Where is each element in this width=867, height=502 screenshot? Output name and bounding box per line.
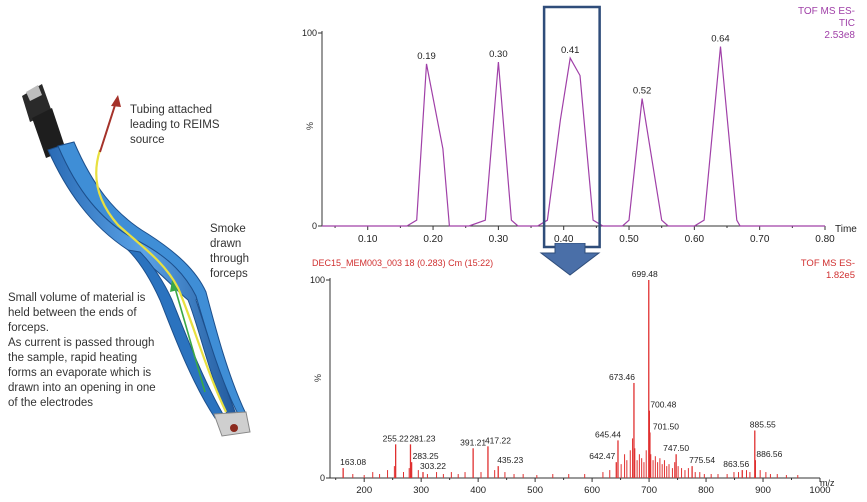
tic-x-tick-label: 0.10: [358, 234, 378, 245]
tic-x-tick-label: 0.60: [685, 234, 705, 245]
smoke-annotation: Smoke drawn through forceps: [210, 222, 290, 282]
ms-x-tick-label: 200: [356, 485, 372, 496]
ms-peak-label: 283.25: [413, 451, 439, 461]
tic-x-tick-label: 0.80: [815, 234, 835, 245]
material-line-8: of the electrodes: [8, 397, 94, 409]
material-line-4: As current is passed through: [8, 337, 155, 349]
tic-info-line-3: 2.53e8: [824, 30, 855, 41]
ms-peak-label: 163.08: [340, 457, 366, 467]
ms-y-tick-label: 0: [320, 473, 325, 483]
ms-x-tick-label: 700: [641, 485, 657, 496]
tubing-annotation: Tubing attached leading to REIMS source: [130, 103, 260, 148]
tic-info-line-1: TOF MS ES-: [798, 6, 855, 17]
tic-peak-label: 0.19: [417, 51, 436, 62]
ms-peak-label: 747.50: [663, 443, 689, 453]
material-line-6: forms an evaporate which is: [8, 367, 152, 379]
ms-peak-label: 775.54: [689, 455, 715, 465]
ms-x-tick-label: 500: [527, 485, 543, 496]
material-line-7: drawn into an opening in one: [8, 382, 156, 394]
ms-x-tick-label: 600: [584, 485, 600, 496]
tic-x-tick-label: 0.50: [619, 234, 639, 245]
ms-peak-label: 645.44: [595, 429, 621, 439]
ms-peak-label: 255.22: [383, 433, 409, 443]
ms-peak-label: 886.56: [756, 449, 782, 459]
ms-info-line-2: 1.82e5: [826, 270, 855, 281]
tic-x-tick-label: 0.40: [554, 234, 574, 245]
tubing-line-1: Tubing attached: [130, 104, 213, 116]
material-line-2: held between the ends of: [8, 307, 137, 319]
ms-peak-label: 863.56: [723, 459, 749, 469]
ms-y-tick-label: 100: [310, 275, 325, 285]
ms-peak-label: 673.46: [609, 372, 635, 382]
tic-y-tick-label: 0: [312, 221, 317, 231]
tubing-line: [95, 149, 227, 413]
smoke-arrowhead: [170, 280, 178, 292]
material-line-1: Small volume of material is: [8, 292, 146, 304]
ms-peak-label: 885.55: [750, 419, 776, 429]
ms-info-line-1: TOF MS ES-: [801, 258, 855, 269]
ms-peak-label: 417.22: [485, 435, 511, 445]
tic-ylabel: %: [305, 122, 315, 130]
tic-peak-label: 0.52: [633, 86, 652, 97]
smoke-line-3: through: [210, 253, 250, 265]
tic-x-tick-label: 0.30: [489, 234, 509, 245]
ms-peak-label: 391.21: [460, 437, 486, 447]
tubing-arrowhead: [111, 95, 121, 107]
ms-x-tick-label: 300: [413, 485, 429, 496]
ms-peak-label: 699.48: [632, 269, 658, 279]
tic-chromatogram: 0.10 0.20 0.30 0.40 0.50 0.60 0.70 0.80 0 100 0.1…: [302, 5, 857, 249]
mass-spectrum: DEC15_MEM003_003 18 (0.283) Cm (15:22) T…: [310, 258, 855, 496]
ms-axes: 200 300 400 500 600 700 800 900 1000 0 100: [310, 275, 831, 496]
selection-box: [542, 5, 601, 249]
tic-info-line-2: TIC: [839, 18, 855, 29]
material-annotation: Small volume of material is held between…: [8, 291, 198, 411]
ms-x-tick-label: 900: [755, 485, 771, 496]
ms-peak-label: 701.50: [653, 421, 679, 431]
smoke-line-2: drawn: [210, 238, 242, 250]
ms-peak-label: 435.23: [497, 455, 523, 465]
ms-ylabel: %: [313, 374, 323, 382]
smoke-arrow: [174, 287, 206, 393]
forceps-illustration: [22, 84, 251, 437]
tic-x-tick-label: 0.70: [750, 234, 770, 245]
material-line-3: forceps.: [8, 322, 49, 334]
tic-series-line: [322, 46, 825, 227]
tic-axes: 0.10 0.20 0.30 0.40 0.50 0.60 0.70 0.80 0 100: [302, 28, 835, 245]
ms-xlabel: m/z: [820, 478, 835, 488]
tic-peak-label: 0.64: [711, 34, 730, 45]
ms-peak-label: 303.22: [420, 461, 446, 471]
ms-x-tick-label: 800: [698, 485, 714, 496]
tic-y-tick-label: 100: [302, 28, 317, 38]
forceps-connector: [22, 84, 66, 158]
tubing-arrow: [99, 101, 117, 153]
smoke-line-4: forceps: [210, 268, 248, 280]
ms-title: DEC15_MEM003_003 18 (0.283) Cm (15:22): [312, 258, 493, 268]
tic-peak-label: 0.41: [561, 45, 580, 56]
tic-x-tick-label: 0.20: [423, 234, 443, 245]
tubing-line-2: leading to REIMS: [130, 119, 220, 131]
tic-xlabel: Time: [835, 224, 857, 235]
ms-peak-label: 700.48: [650, 400, 676, 410]
smoke-line-1: Smoke: [210, 223, 246, 235]
tic-peak-label: 0.30: [489, 49, 508, 60]
tic-top-right-info: TOF MS ES- TIC 2.53e8: [798, 6, 855, 41]
ms-peak-label: 642.47: [589, 451, 615, 461]
ms-peak-label: 281.23: [409, 433, 435, 443]
ms-x-tick-label: 1000: [809, 485, 830, 496]
ms-top-right-info: TOF MS ES- 1.82e5: [801, 258, 855, 281]
material-line-5: the sample, rapid heating: [8, 352, 138, 364]
tic-plot: 0.19 0.30 0.41 0.52 0.64: [322, 5, 825, 249]
down-arrow-icon: [539, 243, 601, 276]
ms-x-tick-label: 400: [470, 485, 486, 496]
tubing-line-3: source: [130, 134, 165, 146]
